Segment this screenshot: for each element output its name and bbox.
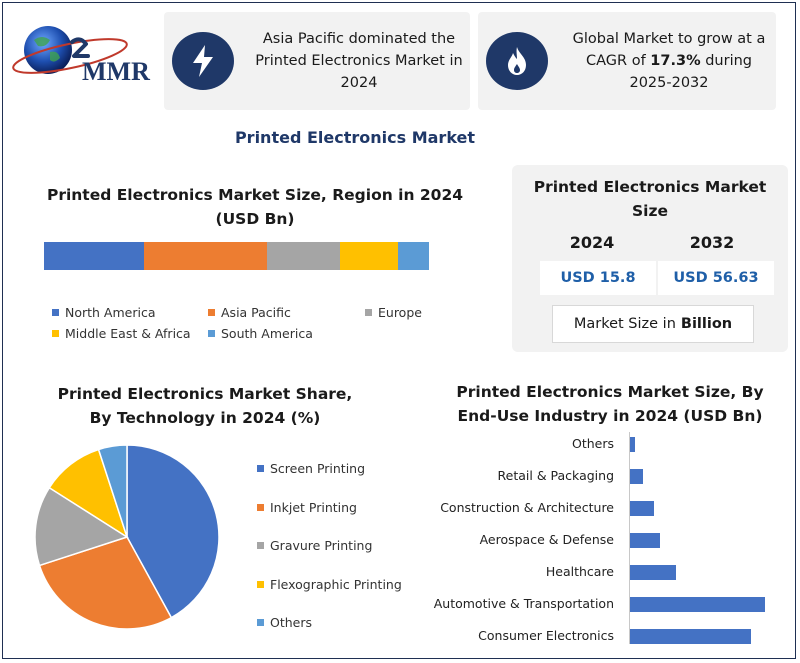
legend-label: Middle East & Africa — [65, 326, 191, 341]
legend-swatch — [52, 330, 59, 337]
enduse-label: Retail & Packaging — [497, 468, 614, 483]
region-segment-south-america — [398, 242, 429, 270]
technology-legend-item: Others — [257, 615, 312, 630]
region-chart-title: Printed Electronics Market Size, Region … — [46, 186, 464, 228]
legend-label: North America — [65, 305, 156, 320]
info-card-cagr: Global Market to grow at a CAGR of 17.3%… — [478, 12, 776, 110]
enduse-label: Others — [571, 436, 614, 451]
pie-slice-screen-printing — [126, 444, 220, 619]
info-card-region: Asia Pacific dominated the Printed Elect… — [164, 12, 470, 110]
info-card-region-text: Asia Pacific dominated the Printed Elect… — [255, 31, 463, 91]
lightning-icon — [172, 32, 234, 90]
region-stacked-bar — [44, 242, 429, 270]
flame-icon — [486, 32, 548, 90]
enduse-chart-title: Printed Electronics Market Size, By End-… — [456, 383, 764, 425]
enduse-label: Construction & Architecture — [440, 500, 614, 515]
legend-swatch — [208, 309, 215, 316]
region-legend-item: South America — [208, 326, 313, 341]
year-2032: 2032 — [689, 233, 735, 252]
enduse-label: Healthcare — [545, 564, 614, 579]
page-title: Printed Electronics Market — [234, 128, 476, 147]
market-size-title: Printed Electronics Market Size — [533, 178, 767, 220]
technology-legend-item: Gravure Printing — [257, 538, 372, 553]
enduse-label: Aerospace & Defense — [479, 532, 614, 547]
technology-legend-item: Inkjet Printing — [257, 500, 357, 515]
technology-legend-item: Flexographic Printing — [257, 577, 402, 592]
technology-legend-item: Screen Printing — [257, 461, 365, 476]
region-legend-item: Europe — [365, 305, 422, 320]
technology-chart-title: Printed Electronics Market Share, By Tec… — [57, 385, 353, 427]
pie-slice-inkjet-printing — [38, 536, 173, 630]
enduse-label: Automotive & Transportation — [433, 596, 614, 611]
year-2024: 2024 — [569, 233, 615, 252]
legend-label: Inkjet Printing — [270, 499, 357, 515]
legend-swatch — [365, 309, 372, 316]
region-legend-item: Middle East & Africa — [52, 326, 191, 341]
legend-label: Asia Pacific — [221, 305, 291, 320]
region-segment-asia-pacific — [144, 242, 268, 270]
legend-swatch — [208, 330, 215, 337]
legend-label: Europe — [378, 305, 422, 320]
enduse-bar-automotive-transportation — [630, 597, 765, 612]
pie-slice-gravure-printing — [34, 486, 129, 567]
technology-pie-chart — [34, 444, 220, 630]
enduse-label: Consumer Electronics — [478, 628, 614, 643]
legend-label: Others — [270, 615, 313, 630]
logo-text: MMR — [82, 57, 150, 86]
enduse-bar-aerospace-defense — [630, 533, 660, 548]
legend-swatch — [257, 619, 264, 626]
legend-swatch — [257, 465, 264, 472]
value-2032: USD 56.63 — [658, 261, 774, 295]
legend-label: Screen Printing — [270, 461, 366, 476]
legend-swatch — [257, 542, 264, 549]
region-legend-item: North America — [52, 305, 156, 320]
legend-swatch — [52, 309, 59, 316]
info-card-cagr-text: Global Market to grow at a CAGR of 17.3%… — [572, 31, 766, 91]
legend-label: Gravure Printing — [270, 538, 373, 553]
enduse-bar-others — [630, 437, 636, 452]
enduse-bar-retail-packaging — [630, 469, 644, 484]
region-legend-item: Asia Pacific — [208, 305, 291, 320]
enduse-bar-healthcare — [630, 565, 676, 580]
enduse-bar-consumer-electronics — [630, 629, 752, 644]
pie-slice-others — [97, 444, 128, 538]
legend-label: South America — [221, 326, 313, 341]
enduse-bar-construction-architecture — [630, 501, 655, 516]
region-segment-north-america — [44, 242, 145, 270]
market-size-unit: Market Size in Billion — [552, 305, 754, 343]
legend-swatch — [257, 503, 264, 511]
enduse-axis — [629, 432, 630, 644]
value-2024: USD 15.8 — [540, 261, 656, 295]
legend-swatch — [257, 580, 264, 588]
region-segment-middle-east-africa — [340, 242, 399, 270]
market-size-box: Printed Electronics Market Size 2024 203… — [512, 165, 788, 352]
legend-label: Flexographic Printing — [270, 576, 402, 592]
mmr-logo: MMR — [10, 20, 160, 100]
region-segment-europe — [267, 242, 341, 270]
